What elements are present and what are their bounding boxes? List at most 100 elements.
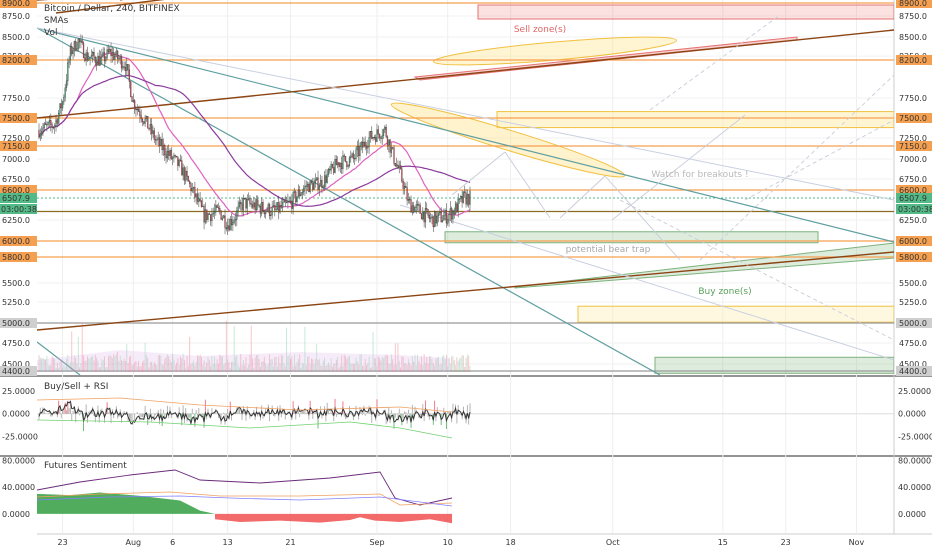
candle-body-7 — [47, 122, 49, 125]
rsi-bar-206 — [308, 413, 310, 420]
symbol-title[interactable]: Bitcoin / Dollar, 240, BITFINEX — [44, 4, 180, 14]
volume-bar-14 — [56, 362, 58, 372]
volume-bar-177 — [270, 359, 272, 372]
volume-bar-329 — [469, 366, 471, 372]
candle-body-206 — [308, 183, 310, 193]
candle-body-134 — [213, 211, 216, 214]
volume-bar-45 — [97, 360, 99, 372]
legend-item-vol[interactable]: Vol — [44, 28, 57, 38]
volume-bar-91 — [157, 355, 159, 372]
rsi-bar-242 — [355, 405, 357, 414]
volume-bar-125 — [202, 365, 204, 372]
rsi-bar-25 — [71, 413, 73, 421]
legend-item-smas[interactable]: SMAs — [44, 16, 69, 26]
candle-body-88 — [153, 130, 155, 140]
time-axis[interactable]: 23Aug61321Sep1018Oct1523Nov12 — [57, 538, 932, 547]
volume-bar-56 — [111, 357, 113, 372]
rsi-bar-37 — [87, 413, 88, 423]
candle-body-221 — [327, 168, 330, 175]
candle-body-90 — [156, 139, 158, 141]
rsi-bar-80 — [143, 413, 145, 418]
volume-bar-222 — [329, 365, 331, 372]
candle-body-71 — [131, 96, 133, 102]
rsi-bar-278 — [402, 413, 404, 418]
volume-bar-229 — [338, 367, 340, 372]
rsi-panel-title[interactable]: Buy/Sell + RSI — [44, 382, 108, 392]
rsi-bar-300 — [431, 413, 433, 415]
chart-legend[interactable]: Bitcoin / Dollar, 240, BITFINEX SMAs Vol — [44, 4, 180, 38]
volume-bar-80 — [143, 360, 145, 372]
volume-bar-122 — [198, 356, 200, 372]
candle-body-144 — [227, 225, 229, 230]
price-axis[interactable]: 8900.08900.08750.08750.08500.08500.08250… — [0, 0, 932, 376]
volume-bar-126 — [203, 360, 205, 372]
volume-bar-160 — [248, 364, 250, 372]
price-label-bg-left-15 — [0, 252, 37, 262]
candle-body-282 — [407, 199, 410, 201]
rsi-bar-312 — [447, 411, 449, 414]
candle-body-323 — [461, 196, 463, 203]
volume-bar-247 — [362, 365, 364, 372]
volume-bar-248 — [363, 366, 365, 372]
rsi-bar-322 — [460, 413, 462, 415]
candle-body-201 — [301, 191, 303, 195]
volume-bar-12 — [54, 358, 56, 372]
volume-bar-131 — [210, 366, 212, 372]
rsi-bar-245 — [359, 406, 361, 414]
rsi-bar-7 — [47, 413, 49, 414]
volume-bar-51 — [105, 367, 107, 372]
price-tick-left-9: 7000.0 — [2, 155, 30, 164]
volume-bar-108 — [180, 356, 181, 372]
projection-line-7 — [744, 119, 894, 201]
candle-body-131 — [210, 214, 212, 222]
volume-bar-201 — [301, 362, 303, 372]
volume-bar-130 — [208, 359, 210, 372]
volume-bar-110 — [182, 353, 184, 372]
candle-body-266 — [386, 136, 389, 146]
volume-bar-232 — [342, 366, 344, 372]
candle-body-249 — [364, 141, 366, 147]
candle-body-103 — [173, 155, 175, 158]
volume-bar-86 — [151, 361, 153, 372]
volume-bar-269 — [390, 354, 392, 372]
sentiment-tick-left-1: 40.0000 — [2, 483, 35, 492]
candle-body-2 — [41, 131, 43, 134]
candle-body-304 — [436, 215, 438, 224]
rsi-bar-96 — [164, 413, 166, 420]
volume-bar-59 — [115, 354, 117, 372]
candle-body-294 — [423, 212, 425, 223]
candle-body-250 — [365, 145, 368, 149]
candle-body-158 — [245, 198, 247, 209]
candle-body-269 — [390, 147, 392, 153]
rsi-bar-302 — [434, 400, 436, 414]
price-tick-12: 6507.9 — [899, 194, 927, 203]
candle-body-73 — [134, 100, 136, 110]
candle-body-301 — [432, 216, 434, 228]
volume-bar-206 — [308, 356, 310, 372]
candle-body-185 — [280, 205, 282, 208]
candle-body-148 — [232, 222, 234, 226]
volume-bar-176 — [269, 354, 271, 372]
sentiment-panel-title[interactable]: Futures Sentiment — [44, 461, 127, 471]
volume-bar-216 — [321, 365, 323, 372]
volume-bar-149 — [233, 326, 235, 372]
volume-bar-36 — [85, 360, 87, 372]
price-tick-2: 8500.0 — [899, 33, 927, 42]
volume-bar-263 — [383, 358, 384, 372]
candle-body-115 — [189, 181, 191, 184]
candle-body-33 — [81, 40, 83, 44]
rsi-tick-left-0: 25.0000 — [2, 387, 35, 396]
volume-bar-8 — [49, 366, 50, 372]
rsi-bar-211 — [314, 412, 316, 414]
volume-sma-area — [37, 350, 450, 372]
volume-bar-256 — [373, 358, 375, 372]
volume-bar-53 — [107, 356, 109, 372]
rsi-bar-14 — [56, 413, 58, 418]
rsi-bar-259 — [377, 413, 379, 417]
volume-bar-137 — [218, 363, 219, 372]
rsi-bar-287 — [414, 406, 416, 414]
volume-bar-93 — [160, 355, 162, 372]
price-label-bg-left-6 — [0, 113, 37, 123]
volume-bar-225 — [333, 363, 335, 372]
